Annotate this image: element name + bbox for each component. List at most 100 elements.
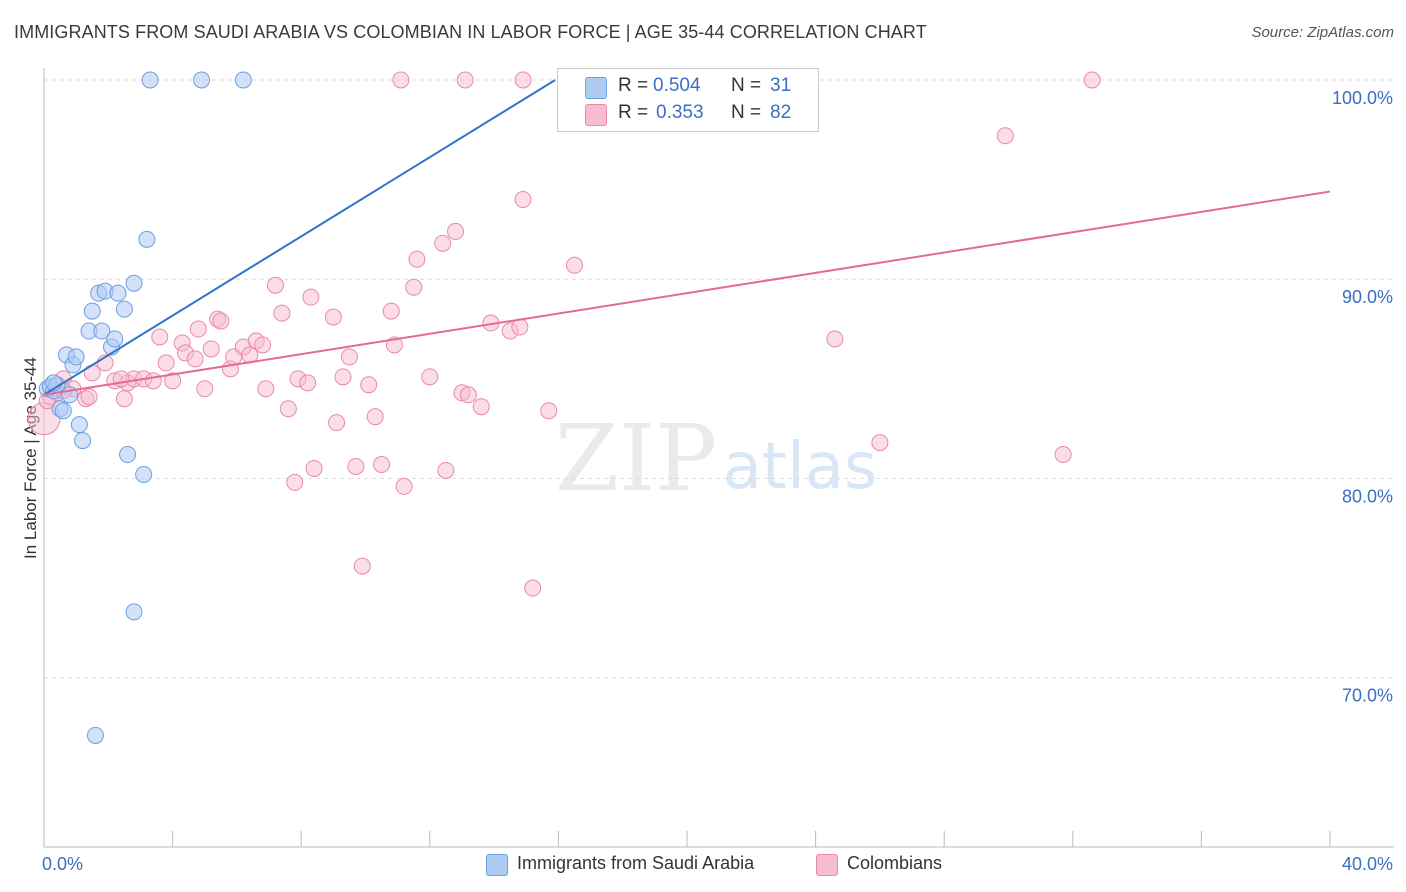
colombians-point	[164, 372, 182, 390]
colombians-point	[151, 328, 169, 346]
legend-swatch-pink	[585, 104, 607, 126]
y-tick-label: 80.0%	[1342, 486, 1393, 506]
colombians-point	[186, 350, 204, 368]
colombians-point	[1083, 71, 1101, 89]
x-tick-label: 40.0%	[1342, 854, 1393, 874]
colombians-point	[421, 368, 439, 386]
colombians-point	[353, 557, 371, 575]
colombians-point	[456, 71, 474, 89]
legend-r-label: R =	[618, 75, 649, 96]
chart-title: IMMIGRANTS FROM SAUDI ARABIA VS COLOMBIA…	[14, 22, 927, 42]
colombians-point	[115, 390, 133, 408]
colombians-point	[212, 312, 230, 330]
legend-row-colombians: R = 0.353 N = 82	[558, 100, 818, 128]
colombians-point	[382, 302, 400, 320]
source-credit: Source: ZipAtlas.com	[1251, 24, 1394, 41]
colombians-point	[305, 459, 323, 477]
colombians-point	[405, 278, 423, 296]
saudi-point	[54, 402, 72, 420]
colombians-point	[157, 354, 175, 372]
saudi-point	[234, 71, 252, 89]
colombians-point	[434, 234, 452, 252]
y-tick-label: 70.0%	[1342, 686, 1393, 706]
colombians-point	[395, 477, 413, 495]
colombians-point	[459, 386, 477, 404]
saudi-point	[70, 416, 88, 434]
saudi-point	[86, 726, 104, 744]
colombians-point	[254, 336, 272, 354]
watermark-zip: ZIP	[555, 405, 717, 512]
colombians-point	[514, 191, 532, 209]
colombians-point	[437, 461, 455, 479]
saudi-point	[141, 71, 159, 89]
colombians-point	[347, 457, 365, 475]
colombians-point	[871, 434, 889, 452]
legend-row-saudi: R = 0.504 N = 31	[558, 73, 818, 101]
colombians-point	[373, 455, 391, 473]
legend-swatch-blue	[585, 77, 607, 99]
colombians-point	[340, 348, 358, 366]
colombians-point	[257, 380, 275, 398]
x-tick-label: 0.0%	[42, 854, 83, 874]
saudi-point	[119, 446, 137, 464]
colombians-point	[996, 127, 1014, 145]
bottom-legend-label-saudi: Immigrants from Saudi Arabia	[517, 853, 755, 873]
colombians-point	[144, 372, 162, 390]
stats-legend: R = 0.504 N = 31 R = 0.353 N = 82	[557, 68, 819, 132]
legend-n-value: 31	[770, 75, 792, 96]
colombians-point	[514, 71, 532, 89]
saudi-point	[74, 432, 92, 450]
colombians-point	[360, 376, 378, 394]
legend-n-label: N =	[731, 102, 762, 123]
saudi-point	[83, 302, 101, 320]
colombians-point	[299, 374, 317, 392]
x-tick-labels: 0.0% 40.0%	[42, 854, 1393, 874]
colombians-points	[27, 71, 1101, 597]
colombians-point	[524, 579, 542, 597]
colombians-point	[334, 368, 352, 386]
colombians-point	[196, 380, 214, 398]
y-tick-labels: 100.0% 90.0% 80.0% 70.0%	[1332, 88, 1393, 706]
gridlines	[44, 79, 1394, 679]
legend-n-label: N =	[731, 75, 762, 96]
saudi-points	[38, 71, 252, 744]
colombians-point	[266, 276, 284, 294]
x-ticks	[43, 831, 1331, 847]
saudi-point	[138, 230, 156, 248]
saudi-trendline	[43, 79, 556, 396]
saudi-point	[109, 284, 127, 302]
colombians-point	[202, 340, 220, 358]
saudi-point	[135, 465, 153, 483]
colombians-point	[472, 398, 490, 416]
colombians-point	[826, 330, 844, 348]
colombians-point	[392, 71, 410, 89]
saudi-point	[125, 274, 143, 292]
legend-r-value: 0.353	[656, 102, 704, 123]
colombians-point	[286, 473, 304, 491]
saudi-point	[193, 71, 211, 89]
colombians-point	[1054, 446, 1072, 464]
colombians-point	[324, 308, 342, 326]
bottom-legend-swatch-pink	[816, 854, 838, 876]
saudi-point	[67, 348, 85, 366]
colombians-point	[279, 400, 297, 418]
trendlines	[43, 79, 1331, 396]
legend-r-value: 0.504	[653, 75, 701, 96]
colombians-point	[565, 256, 583, 274]
colombians-point	[540, 402, 558, 420]
colombians-point	[302, 288, 320, 306]
colombians-point	[273, 304, 291, 322]
colombians-point	[366, 408, 384, 426]
watermark-atlas: atlas	[723, 430, 878, 504]
saudi-point	[106, 330, 124, 348]
saudi-point	[93, 322, 111, 340]
bottom-legend-label-colombians: Colombians	[847, 853, 943, 873]
colombians-point	[447, 222, 465, 240]
colombians-point	[189, 320, 207, 338]
legend-r-label: R =	[618, 102, 649, 123]
colombians-point	[80, 388, 98, 406]
bottom-legend-swatch-blue	[486, 854, 508, 876]
legend-n-value: 82	[770, 102, 792, 123]
axes	[43, 68, 1394, 848]
